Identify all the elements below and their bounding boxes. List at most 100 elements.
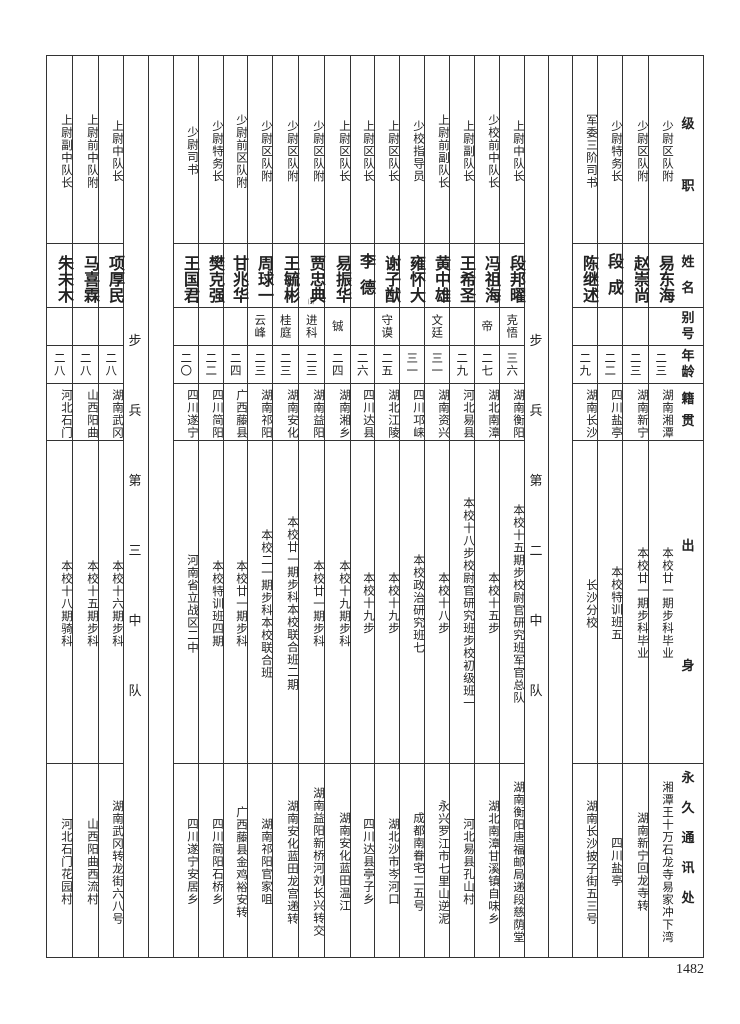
cell-alias <box>597 307 622 345</box>
header-background: 身 <box>681 659 695 674</box>
row-divider <box>474 763 499 765</box>
cell-alias <box>198 307 223 345</box>
cell-name: 王希圣 <box>457 255 476 303</box>
column-divider <box>474 55 476 958</box>
cell-age: 二八 <box>78 351 93 377</box>
row-divider <box>597 243 622 245</box>
row-divider <box>298 763 324 765</box>
cell-background: 本校廿一期步科毕业 <box>636 547 650 660</box>
row-divider <box>474 440 499 442</box>
section-title-char: 中 <box>529 614 543 629</box>
cell-native: 湖南祁阳 <box>260 388 274 439</box>
row-divider <box>46 440 72 442</box>
row-divider <box>424 383 449 385</box>
section-title-char: 三 <box>128 544 142 559</box>
cell-alias: 铖 <box>330 319 345 333</box>
row-divider <box>247 307 272 309</box>
cell-name: 朱未木 <box>55 255 74 303</box>
cell-native: 河北石门 <box>60 388 74 439</box>
cell-native: 山西阳曲 <box>86 388 100 439</box>
cell-age: 三一 <box>405 351 420 377</box>
row-divider <box>72 345 98 347</box>
cell-background: 本校十五期步校尉官研究班军官总队 <box>512 503 526 704</box>
cell-alias <box>173 307 198 345</box>
column-divider <box>247 55 249 958</box>
cell-native: 湖南资兴 <box>437 388 451 439</box>
row-divider <box>98 243 123 245</box>
cell-alias: 进科 <box>304 313 319 339</box>
row-divider <box>673 763 703 765</box>
cell-name: 王毓彬 <box>281 255 300 303</box>
cell-alias: 文廷 <box>430 313 445 339</box>
row-divider <box>72 763 98 765</box>
cell-native: 湖南益阳 <box>312 388 326 439</box>
row-divider <box>622 307 648 309</box>
cell-alias <box>572 307 597 345</box>
header-address: 通 <box>681 831 695 846</box>
cell-name: 易东海 <box>656 255 675 303</box>
cell-background: 长沙分校 <box>585 578 599 629</box>
cell-native: 湖北南漳 <box>487 388 501 439</box>
cell-native: 湖北江陵 <box>387 388 401 439</box>
cell-address: 山西阳曲西流村 <box>86 818 100 906</box>
header-rank: 职 <box>681 179 695 194</box>
cell-alias <box>223 307 247 345</box>
row-divider <box>597 345 622 347</box>
row-divider <box>648 307 673 309</box>
row-divider <box>648 763 673 765</box>
cell-background: 本校十五期步科 <box>86 559 100 648</box>
cell-name: 樊克强 <box>206 255 225 303</box>
column-divider <box>524 55 526 958</box>
row-divider <box>499 243 524 245</box>
column-divider <box>424 55 426 958</box>
row-divider <box>597 307 622 309</box>
column-divider <box>148 55 150 958</box>
row-divider <box>424 345 449 347</box>
row-divider <box>46 243 72 245</box>
row-divider <box>673 440 703 442</box>
cell-name: 易振华 <box>333 255 352 303</box>
cell-address: 湘潭王十万石龙寺易家冲下湾 <box>661 780 675 944</box>
cell-age: 二九 <box>455 351 470 377</box>
row-divider <box>572 440 597 442</box>
cell-rank: 军委三阶司书 <box>585 113 599 189</box>
row-divider <box>247 345 272 347</box>
section-title-char: 队 <box>529 684 543 699</box>
header-background: 出 <box>681 539 695 554</box>
row-divider <box>622 243 648 245</box>
cell-alias <box>622 307 648 345</box>
row-divider <box>46 345 72 347</box>
cell-address: 湖南武冈转龙街六八号 <box>111 799 125 925</box>
cell-native: 四川邛崃 <box>412 388 426 439</box>
row-divider <box>622 345 648 347</box>
cell-native: 湖南衡阳 <box>512 388 526 439</box>
row-divider <box>272 383 298 385</box>
cell-age: 二〇 <box>179 351 194 377</box>
section-title-char: 步 <box>128 334 142 349</box>
cell-name: 陈继述 <box>580 255 599 303</box>
cell-background: 本校廿一期步科 <box>312 559 326 648</box>
row-divider <box>173 243 198 245</box>
row-divider <box>572 307 597 309</box>
cell-address: 永兴罗江市七里山逆泥 <box>437 799 451 925</box>
cell-alias <box>98 307 123 345</box>
row-divider <box>198 440 223 442</box>
section-title-char: 中 <box>128 614 142 629</box>
cell-alias <box>46 307 72 345</box>
row-divider <box>173 383 198 385</box>
row-divider <box>98 345 123 347</box>
row-divider <box>98 440 123 442</box>
row-divider <box>350 243 374 245</box>
cell-rank: 少尉区队附 <box>636 119 650 183</box>
row-divider <box>399 383 424 385</box>
column-divider <box>499 55 501 958</box>
column-divider <box>98 55 100 958</box>
header-address: 处 <box>681 891 695 906</box>
row-divider <box>350 345 374 347</box>
row-divider <box>597 440 622 442</box>
column-divider <box>648 55 650 958</box>
header-name: 姓 <box>681 255 695 270</box>
column-divider <box>72 55 74 958</box>
cell-rank: 上尉副中队长 <box>60 113 74 189</box>
column-divider <box>123 55 125 958</box>
